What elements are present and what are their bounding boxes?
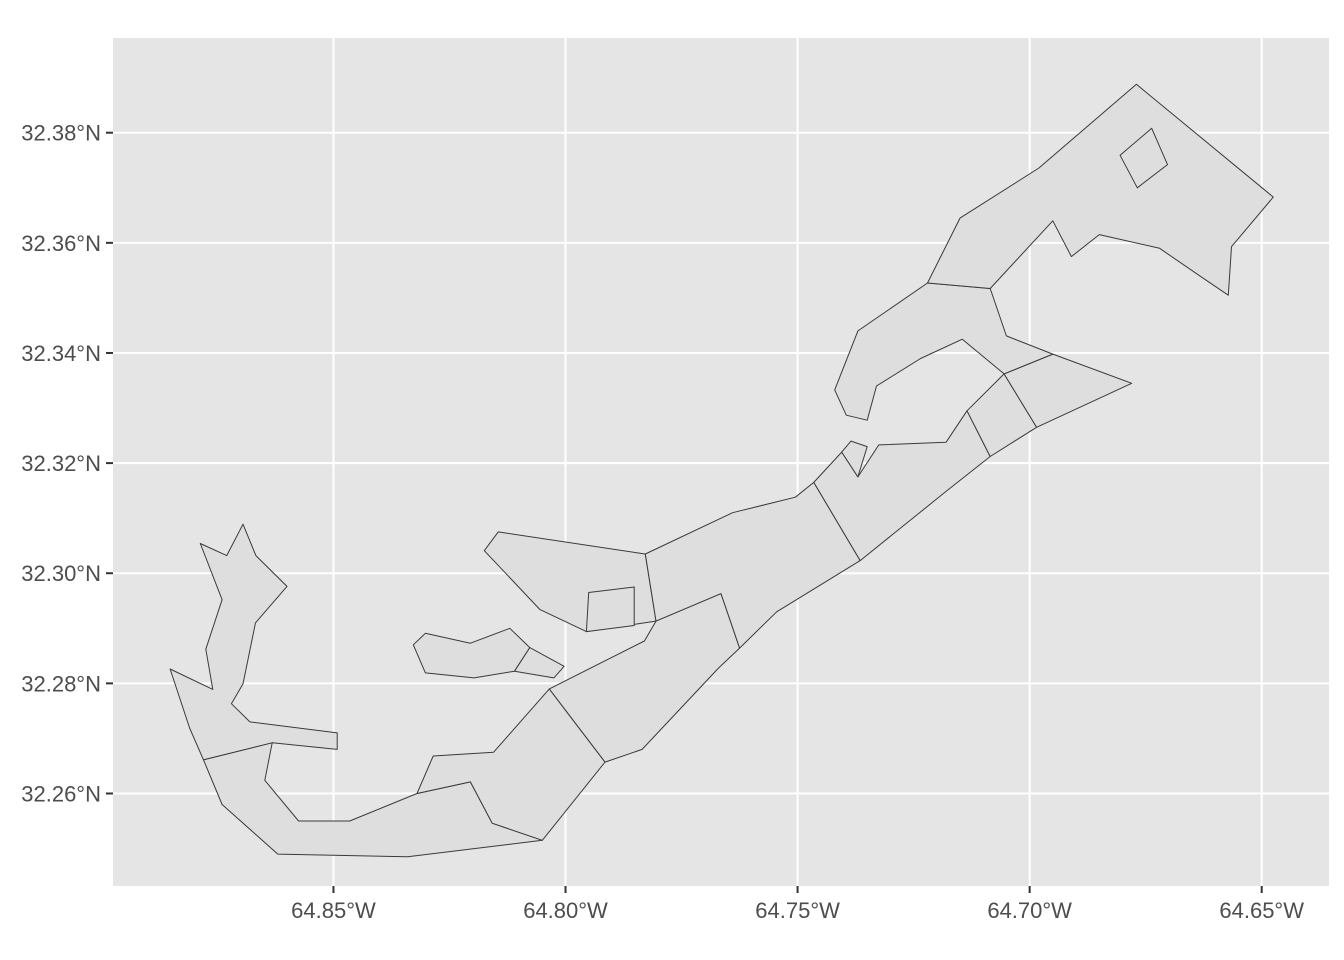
parish-region-1	[169, 523, 338, 761]
x-tick-label: 64.80°W	[523, 898, 608, 923]
map-regions	[169, 83, 1274, 858]
parish-region-11	[841, 440, 868, 478]
y-tick-label: 32.36°N	[21, 231, 101, 256]
y-tick-label: 32.38°N	[21, 121, 101, 146]
parish-region-16	[1119, 127, 1168, 189]
y-tick-label: 32.28°N	[21, 671, 101, 696]
parish-region-9	[644, 481, 861, 649]
axes: 64.85°W 64.80°W 64.75°W 64.70°W 64.65°W 32.26…	[21, 121, 1304, 923]
x-tick-label: 64.75°W	[755, 898, 840, 923]
x-tick-label: 64.85°W	[291, 898, 376, 923]
parish-region-8	[585, 586, 635, 633]
x-tick-label: 64.70°W	[987, 898, 1072, 923]
gridlines	[113, 38, 1329, 886]
y-tick-label: 32.30°N	[21, 561, 101, 586]
y-tick-label: 32.32°N	[21, 451, 101, 476]
y-tick-label: 32.26°N	[21, 781, 101, 806]
x-tick-label: 64.65°W	[1219, 898, 1304, 923]
y-tick-label: 32.34°N	[21, 341, 101, 366]
parish-region-15	[927, 83, 1274, 296]
parish-region-14	[834, 282, 1054, 421]
parish-region-6	[514, 647, 565, 679]
